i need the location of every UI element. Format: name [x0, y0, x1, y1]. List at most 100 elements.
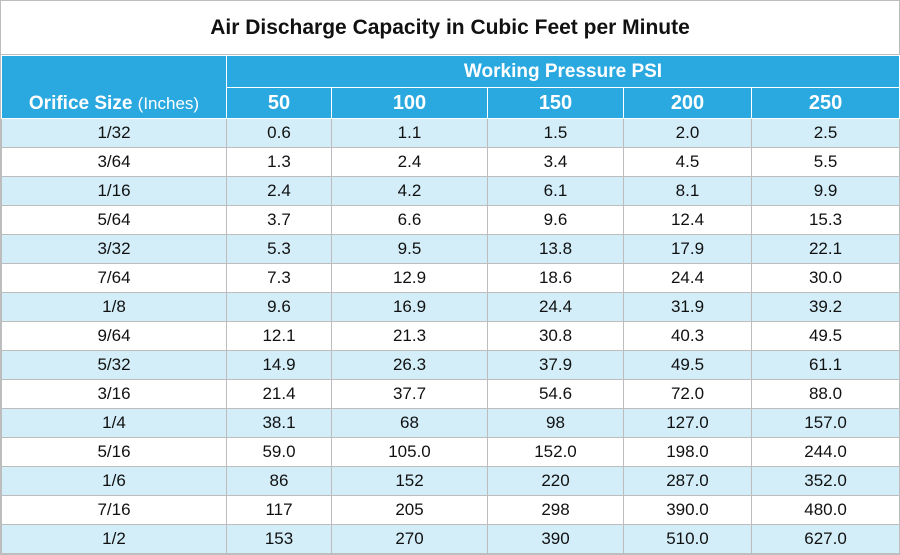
- discharge-value-cell: 9.5: [331, 234, 488, 264]
- discharge-value-cell: 98: [487, 408, 624, 438]
- orifice-size-cell: 1/16: [1, 176, 227, 206]
- discharge-value-cell: 390.0: [623, 495, 752, 525]
- discharge-value-cell: 1.1: [331, 118, 488, 148]
- discharge-value-cell: 198.0: [623, 437, 752, 467]
- discharge-value-cell: 5.5: [750, 147, 900, 177]
- discharge-value-cell: 510.0: [623, 524, 752, 554]
- table-row: 1/2 153 270 390 510.0 627.0: [1, 524, 900, 554]
- pressure-column-header: 100: [331, 87, 488, 119]
- discharge-value-cell: 117: [226, 495, 332, 525]
- discharge-value-cell: 4.5: [623, 147, 752, 177]
- table-row: 1/16 2.4 4.2 6.1 8.1 9.9: [1, 176, 900, 206]
- pressure-column-header: 200: [623, 87, 752, 119]
- discharge-value-cell: 1.5: [487, 118, 624, 148]
- discharge-value-cell: 1.3: [226, 147, 332, 177]
- discharge-value-cell: 153: [226, 524, 332, 554]
- table-row: 5/64 3.7 6.6 9.6 12.4 15.3: [1, 205, 900, 235]
- discharge-value-cell: 627.0: [750, 524, 900, 554]
- discharge-value-cell: 37.9: [487, 350, 624, 380]
- discharge-value-cell: 30.0: [750, 263, 900, 293]
- orifice-size-cell: 5/32: [1, 350, 227, 380]
- orifice-size-cell: 9/64: [1, 321, 227, 351]
- discharge-value-cell: 21.4: [226, 379, 332, 409]
- discharge-value-cell: 49.5: [623, 350, 752, 380]
- orifice-size-cell: 5/16: [1, 437, 227, 467]
- discharge-value-cell: 157.0: [750, 408, 900, 438]
- discharge-value-cell: 14.9: [226, 350, 332, 380]
- discharge-value-cell: 17.9: [623, 234, 752, 264]
- discharge-value-cell: 6.1: [487, 176, 624, 206]
- discharge-value-cell: 61.1: [750, 350, 900, 380]
- discharge-value-cell: 298: [487, 495, 624, 525]
- discharge-value-cell: 9.6: [226, 292, 332, 322]
- discharge-value-cell: 9.6: [487, 205, 624, 235]
- table-row: 7/64 7.3 12.9 18.6 24.4 30.0: [1, 263, 900, 293]
- discharge-value-cell: 2.4: [331, 147, 488, 177]
- discharge-value-cell: 2.4: [226, 176, 332, 206]
- discharge-value-cell: 37.7: [331, 379, 488, 409]
- orifice-size-cell: 7/16: [1, 495, 227, 525]
- orifice-size-cell: 1/32: [1, 118, 227, 148]
- discharge-value-cell: 86: [226, 466, 332, 496]
- table-row: 1/8 9.6 16.9 24.4 31.9 39.2: [1, 292, 900, 322]
- discharge-value-cell: 5.3: [226, 234, 332, 264]
- orifice-size-cell: 7/64: [1, 263, 227, 293]
- discharge-value-cell: 352.0: [750, 466, 900, 496]
- discharge-value-cell: 12.4: [623, 205, 752, 235]
- discharge-value-cell: 40.3: [623, 321, 752, 351]
- discharge-value-cell: 390: [487, 524, 624, 554]
- orifice-size-unit: (Inches): [137, 94, 200, 113]
- discharge-value-cell: 105.0: [331, 437, 488, 467]
- discharge-value-cell: 8.1: [623, 176, 752, 206]
- discharge-value-cell: 68: [331, 408, 488, 438]
- discharge-value-cell: 152.0: [487, 437, 624, 467]
- table-row: 3/32 5.3 9.5 13.8 17.9 22.1: [1, 234, 900, 264]
- pressure-column-header: 250: [750, 87, 900, 119]
- discharge-value-cell: 24.4: [487, 292, 624, 322]
- table-row: 1/32 0.6 1.1 1.5 2.0 2.5: [1, 118, 900, 148]
- discharge-value-cell: 2.0: [623, 118, 752, 148]
- discharge-value-cell: 3.7: [226, 205, 332, 235]
- discharge-value-cell: 127.0: [623, 408, 752, 438]
- discharge-value-cell: 13.8: [487, 234, 624, 264]
- table-row: 3/16 21.4 37.7 54.6 72.0 88.0: [1, 379, 900, 409]
- discharge-value-cell: 2.5: [750, 118, 900, 148]
- discharge-value-cell: 16.9: [331, 292, 488, 322]
- discharge-value-cell: 12.1: [226, 321, 332, 351]
- discharge-value-cell: 480.0: [750, 495, 900, 525]
- working-pressure-header: Working Pressure PSI: [225, 55, 900, 88]
- table-row: 7/16 117 205 298 390.0 480.0: [1, 495, 900, 525]
- discharge-value-cell: 30.8: [487, 321, 624, 351]
- discharge-value-cell: 54.6: [487, 379, 624, 409]
- table-row: 1/6 86 152 220 287.0 352.0: [1, 466, 900, 496]
- pressure-header-row: 50 100 150 200 250: [2, 87, 900, 119]
- discharge-value-cell: 205: [331, 495, 488, 525]
- table-head: Orifice Size (Inches) Working Pressure P…: [1, 55, 900, 119]
- pressure-column-header: 150: [487, 87, 624, 119]
- discharge-value-cell: 31.9: [623, 292, 752, 322]
- discharge-value-cell: 49.5: [750, 321, 900, 351]
- discharge-value-cell: 4.2: [331, 176, 488, 206]
- pressure-column-header: 50: [226, 87, 332, 119]
- discharge-value-cell: 244.0: [750, 437, 900, 467]
- discharge-value-cell: 15.3: [750, 205, 900, 235]
- orifice-size-header: Orifice Size (Inches): [1, 55, 227, 119]
- discharge-value-cell: 0.6: [226, 118, 332, 148]
- orifice-size-label: Orifice Size: [28, 93, 133, 114]
- discharge-table: Orifice Size (Inches) Working Pressure P…: [1, 55, 900, 554]
- orifice-size-cell: 1/4: [1, 408, 227, 438]
- discharge-value-cell: 39.2: [750, 292, 900, 322]
- discharge-value-cell: 270: [331, 524, 488, 554]
- table-row: 1/4 38.1 68 98 127.0 157.0: [1, 408, 900, 438]
- discharge-value-cell: 88.0: [750, 379, 900, 409]
- discharge-value-cell: 220: [487, 466, 624, 496]
- orifice-size-cell: 1/6: [1, 466, 227, 496]
- discharge-value-cell: 152: [331, 466, 488, 496]
- orifice-size-cell: 1/8: [1, 292, 227, 322]
- discharge-value-cell: 18.6: [487, 263, 624, 293]
- table-row: 3/64 1.3 2.4 3.4 4.5 5.5: [1, 147, 900, 177]
- discharge-value-cell: 59.0: [226, 437, 332, 467]
- table-body: 1/32 0.6 1.1 1.5 2.0 2.5 3/64 1.3 2.4 3.4 4.5 5.5 1/…: [1, 118, 900, 554]
- orifice-size-cell: 3/16: [1, 379, 227, 409]
- discharge-value-cell: 287.0: [623, 466, 752, 496]
